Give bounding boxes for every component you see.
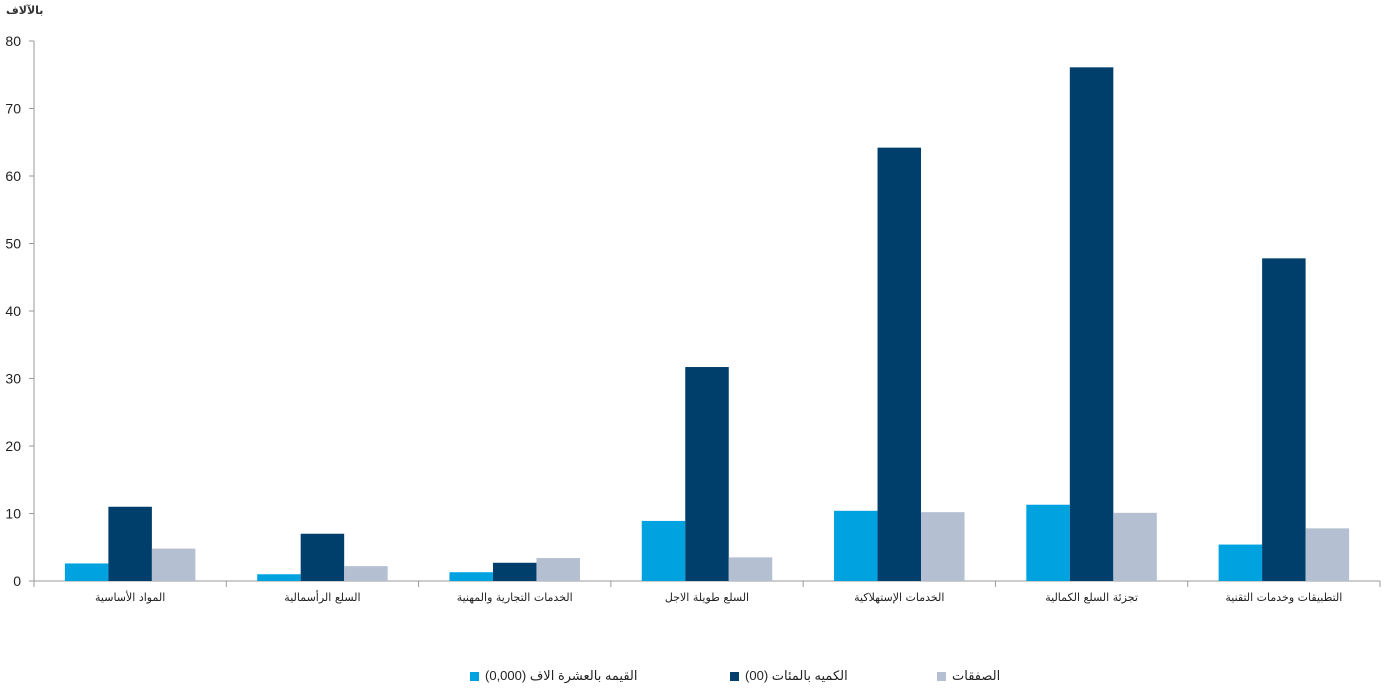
y-tick-label: 40 xyxy=(5,303,21,319)
bar xyxy=(449,572,493,581)
y-tick-label: 10 xyxy=(5,506,21,522)
x-tick-label: الخدمات التجارية والمهنية xyxy=(457,591,573,604)
x-tick-label: السلع طويلة الاجل xyxy=(665,591,749,604)
x-tick-label: التطبيقات وخدمات التقنية xyxy=(1225,591,1342,604)
y-tick-label: 0 xyxy=(13,573,21,589)
x-tick-label: تجزئة السلع الكمالية xyxy=(1045,591,1138,604)
legend-swatch-value xyxy=(470,671,479,681)
bar xyxy=(1113,512,1157,581)
bar xyxy=(151,548,196,581)
bar xyxy=(834,510,878,581)
legend-label-deals: الصفقات xyxy=(952,668,1001,683)
bar xyxy=(921,512,965,581)
bar xyxy=(1305,528,1350,581)
bar xyxy=(257,574,301,581)
y-tick-label: 60 xyxy=(5,168,21,184)
y-unit-label: بالآلاف xyxy=(6,5,44,17)
bar xyxy=(300,533,345,581)
bar xyxy=(344,566,388,581)
bar xyxy=(1218,544,1263,581)
bar xyxy=(492,562,537,581)
bar xyxy=(1026,504,1070,581)
y-tick-label: 70 xyxy=(5,101,21,117)
x-tick-label: الخدمات الإستهلاكية xyxy=(854,591,944,604)
bar xyxy=(728,557,773,581)
y-tick-label: 20 xyxy=(5,438,21,454)
legend-item-value: القيمه بالعشرة الاف (0,000) xyxy=(470,668,638,684)
bar-chart: 0 10 20 30 40 50 60 70 80 المواد الأساسية السلع ال… xyxy=(5,33,1381,604)
bar xyxy=(536,558,580,581)
legend-label-quantity: الكميه بالمئات (00) xyxy=(745,668,848,683)
legend-label-value: القيمه بالعشرة الاف (0,000) xyxy=(485,668,638,683)
labels: 0 10 20 30 40 50 60 70 80 المواد الأساسية السلع ال… xyxy=(5,33,1342,604)
legend-swatch-deals xyxy=(937,671,946,681)
bar xyxy=(641,520,686,581)
legend-swatch-quantity xyxy=(730,671,739,681)
bar xyxy=(108,506,152,581)
x-tick-label: المواد الأساسية xyxy=(95,590,165,604)
y-tick-label: 50 xyxy=(5,236,21,252)
bar xyxy=(685,367,729,581)
y-tick-label: 80 xyxy=(5,33,21,49)
bar xyxy=(1069,67,1114,581)
x-tick-label: السلع الرأسمالية xyxy=(284,590,360,604)
y-tick-label: 30 xyxy=(5,371,21,387)
bars xyxy=(64,67,1350,581)
legend: القيمه بالعشرة الاف (0,000) الكميه بالمئ… xyxy=(0,668,1400,686)
bar xyxy=(1262,258,1306,581)
legend-item-deals: الصفقات xyxy=(937,668,1000,684)
bar xyxy=(64,563,109,581)
bar xyxy=(877,147,922,581)
legend-item-quantity: الكميه بالمئات (00) xyxy=(730,668,848,684)
